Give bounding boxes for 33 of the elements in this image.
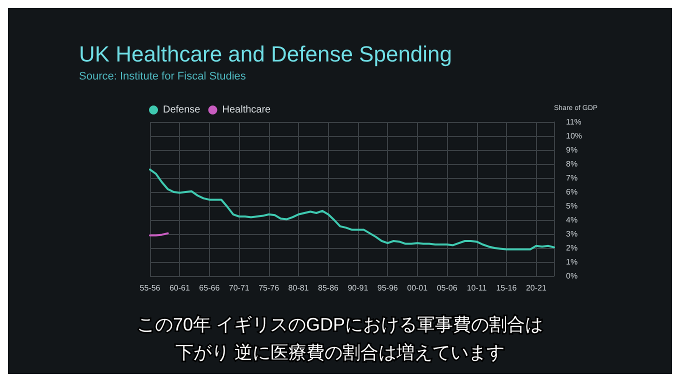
x-tick-label: 90-91 bbox=[348, 284, 369, 292]
y-tick-label: 9% bbox=[566, 146, 578, 154]
x-tick-label: 70-71 bbox=[228, 284, 250, 292]
y-tick-label: 11% bbox=[566, 118, 582, 126]
legend-label: Defense bbox=[163, 104, 201, 116]
y-tick-label: 5% bbox=[566, 202, 578, 210]
text: 下がり 逆に医療費の割合は増えています bbox=[176, 342, 505, 362]
y-tick-label: 7% bbox=[566, 174, 578, 182]
x-tick-label: 00-01 bbox=[407, 284, 428, 292]
chart-title: UK Healthcare and Defense Spending bbox=[79, 42, 452, 66]
x-tick-label: 15-16 bbox=[496, 284, 518, 292]
x-tick-label: 10-11 bbox=[466, 284, 488, 292]
text: この70年 イギリスのGDPにおける軍事費の割合は bbox=[136, 314, 544, 334]
y-tick-label: 8% bbox=[566, 160, 578, 168]
x-tick-label: 85-86 bbox=[318, 284, 340, 292]
x-tick-label: 95-96 bbox=[377, 284, 398, 292]
y-tick-label: 0% bbox=[566, 272, 578, 280]
line-series bbox=[149, 168, 555, 250]
chart-subtitle: Source: Institute for Fiscal Studies bbox=[79, 70, 246, 82]
y-tick-label: 1% bbox=[566, 258, 578, 266]
x-tick-label: 65-66 bbox=[199, 284, 220, 292]
x-tick-label: 60-61 bbox=[169, 284, 190, 292]
legend-label: Healthcare bbox=[222, 104, 272, 116]
y-tick-label: 6% bbox=[566, 188, 578, 196]
y-tick-label: 10% bbox=[566, 132, 582, 140]
x-tick-label: 75-76 bbox=[258, 284, 280, 292]
x-tick-label: 80-81 bbox=[288, 284, 310, 292]
x-tick-label: 05-06 bbox=[436, 284, 458, 292]
x-tick-label: 20-21 bbox=[526, 284, 547, 292]
y-tick-label: 4% bbox=[566, 216, 578, 224]
y-tick-label: 2% bbox=[566, 244, 578, 252]
y-tick-label: 3% bbox=[566, 230, 578, 238]
x-tick-label: 55-56 bbox=[140, 284, 161, 292]
